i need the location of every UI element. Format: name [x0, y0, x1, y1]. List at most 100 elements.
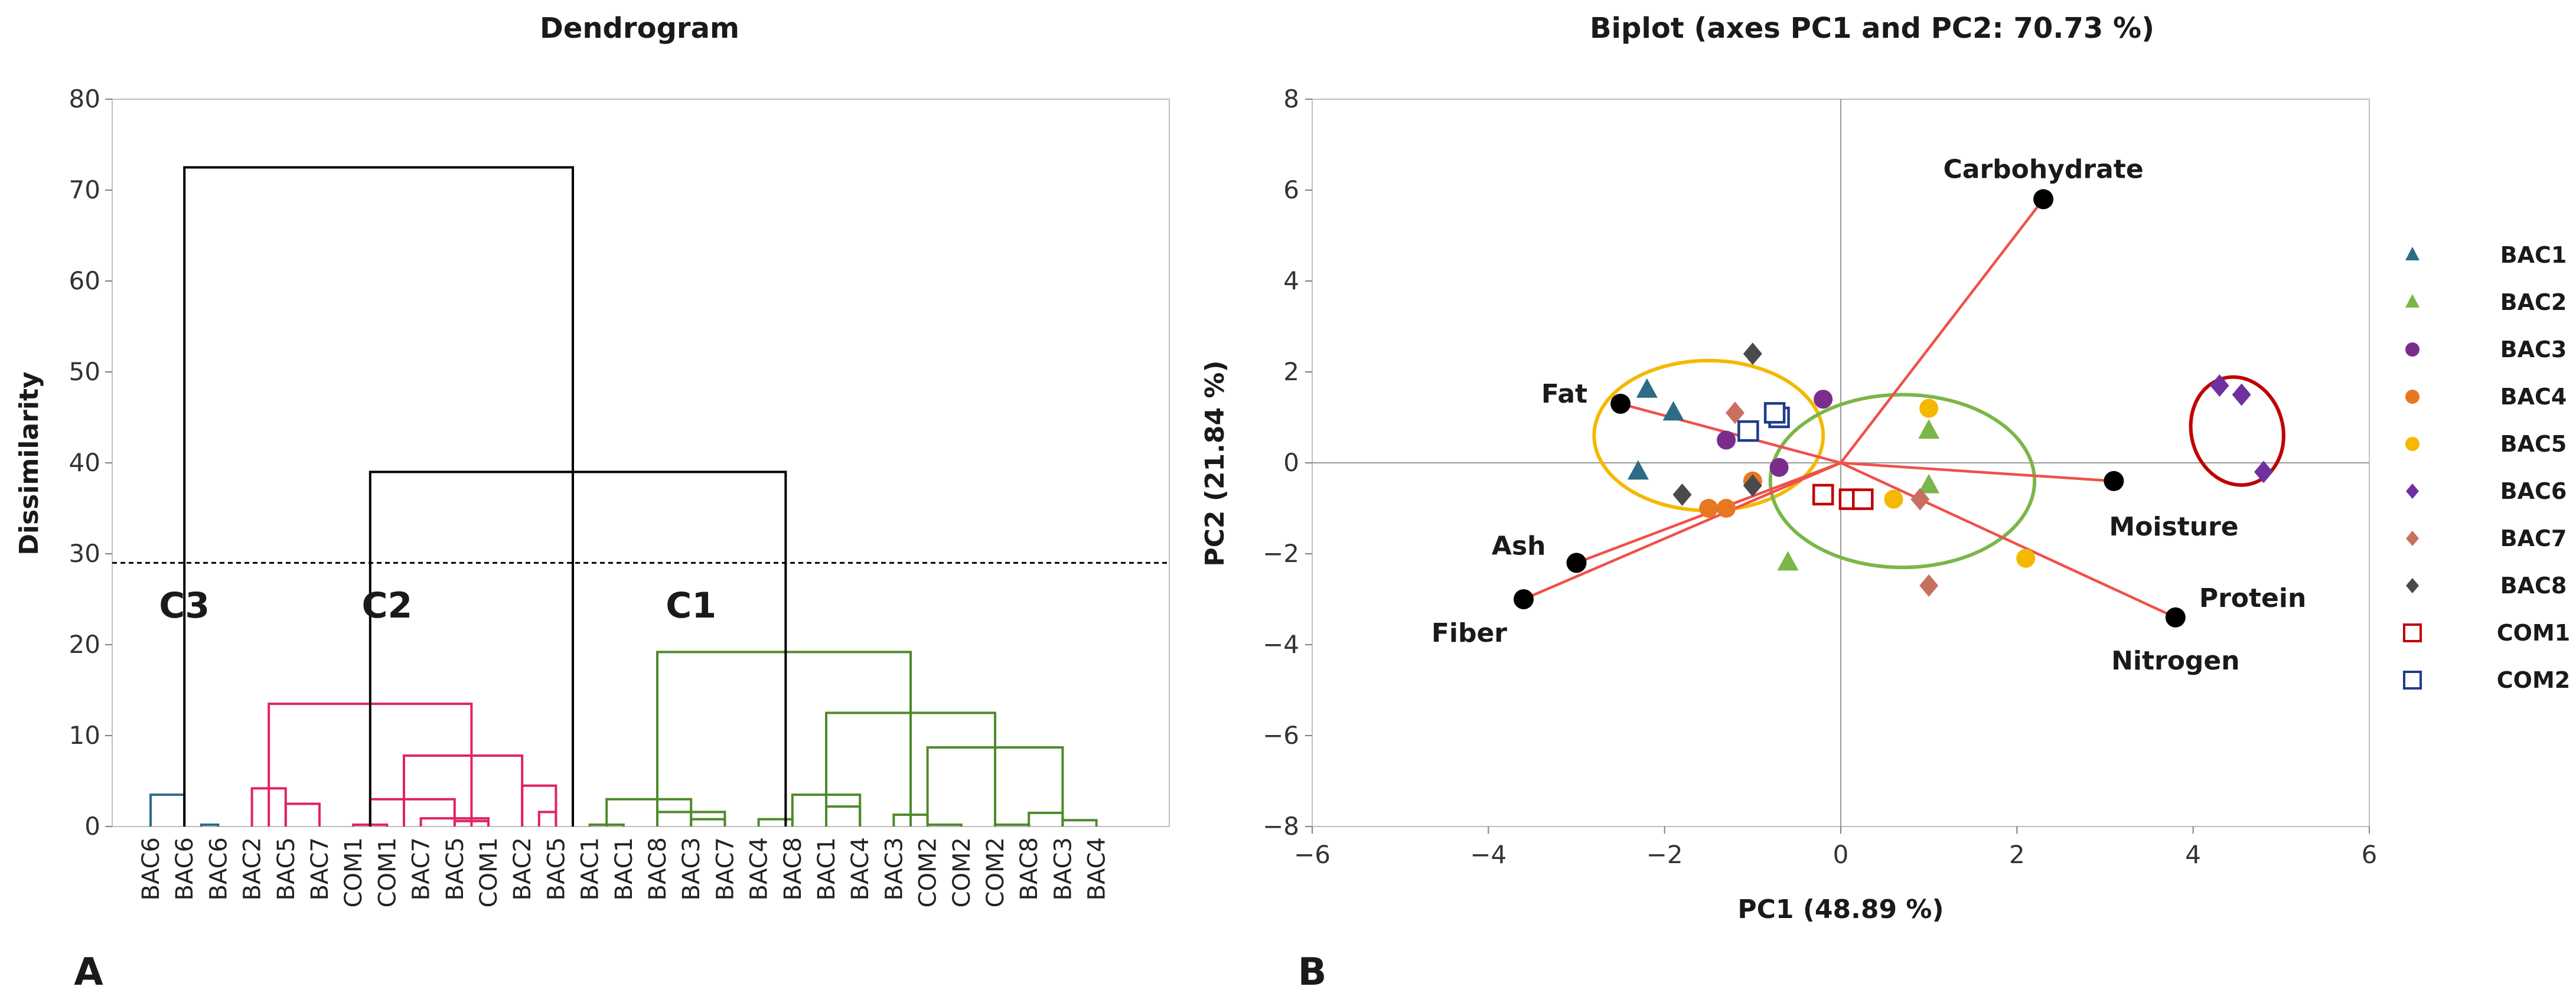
- x-tick-label: −6: [1294, 840, 1331, 869]
- dendrogram-link: [369, 471, 787, 827]
- leaf-label: COM2: [982, 837, 1009, 907]
- biplot-legend: BAC1 BAC2 BAC3 BAC4 BAC5 BAC6 BAC7 BAC8 COM1 COM2: [2403, 242, 2570, 693]
- y-tick-label: 20: [69, 630, 100, 659]
- biplot-points: [1627, 342, 2273, 597]
- x-tick-label: −4: [1470, 840, 1507, 869]
- y-tick-label: −2: [1263, 539, 1299, 568]
- legend-marker: [2405, 342, 2420, 357]
- y-tick-label: −6: [1263, 721, 1299, 750]
- leaf-label: COM2: [948, 837, 976, 907]
- variable-label: Moisture: [2109, 512, 2238, 542]
- dendrogram-y-ticks: 0 10 20 30 40 50 60 70 80: [69, 84, 112, 841]
- leaf-label: BAC5: [442, 837, 469, 900]
- legend-marker: [2405, 247, 2420, 260]
- leaf-label: COM1: [475, 837, 503, 907]
- biplot-y-axis-label: PC2 (21.84 %): [1200, 360, 1230, 566]
- data-point-com1: [1852, 488, 1874, 510]
- variable-label: Ash: [1492, 531, 1546, 561]
- cluster-label: C1: [666, 585, 716, 626]
- legend-marker: [2405, 390, 2420, 404]
- data-point-bac5: [1919, 399, 1939, 418]
- data-point-bac8: [1743, 342, 1762, 365]
- dendrogram-link: [537, 811, 557, 827]
- dendrogram-link: [200, 823, 220, 827]
- x-tick-label: 0: [1833, 840, 1849, 869]
- data-point-bac1: [1636, 378, 1658, 398]
- data-point-bac4: [1699, 499, 1719, 518]
- dendrogram-link: [403, 754, 524, 827]
- y-tick-label: 80: [69, 84, 100, 113]
- variable-label: Nitrogen: [2111, 646, 2240, 676]
- biplot-title: Biplot (axes PC1 and PC2: 70.73 %): [1590, 12, 2154, 45]
- dendrogram-link: [183, 166, 574, 827]
- leaf-label: BAC1: [611, 837, 638, 900]
- dendrogram-link: [757, 818, 794, 827]
- data-point-com1: [1812, 484, 1834, 506]
- leaf-label: BAC7: [408, 837, 435, 900]
- y-tick-label: 6: [1283, 175, 1299, 204]
- dendrogram-link: [521, 784, 557, 827]
- y-tick-label: 4: [1283, 266, 1299, 295]
- y-tick-label: 2: [1283, 357, 1299, 386]
- leaf-label: BAC4: [1084, 837, 1111, 900]
- legend-label: BAC1: [2500, 242, 2567, 268]
- data-point-bac7: [1919, 574, 1939, 597]
- biplot-panel: Biplot (axes PC1 and PC2: 70.73 %) PC1 (…: [1200, 12, 2570, 994]
- legend-label: BAC3: [2500, 337, 2567, 362]
- dendrogram-link: [369, 798, 456, 827]
- leaf-label: BAC5: [543, 837, 570, 900]
- y-tick-label: 70: [69, 175, 100, 204]
- variable-label: Fat: [1541, 379, 1587, 409]
- leaf-label: BAC3: [1049, 837, 1077, 900]
- dendrogram-plot-frame: [112, 99, 1170, 827]
- data-point-bac2: [1777, 551, 1799, 571]
- panel-label-b: B: [1298, 951, 1327, 994]
- biplot-x-axis-label: PC1 (48.89 %): [1737, 894, 1944, 925]
- data-point-bac1: [1662, 401, 1684, 421]
- biplot-variable-labels: Carbohydrate Fat Moisture Ash Fiber Protein Ni…: [1432, 154, 2306, 675]
- dendrogram-link: [1028, 811, 1064, 827]
- leaf-label: BAC6: [171, 837, 198, 900]
- leaf-label: BAC8: [780, 837, 807, 900]
- legend-label: BAC4: [2500, 384, 2567, 410]
- cluster-label: C2: [362, 585, 413, 626]
- variable-endpoint: [2033, 189, 2054, 210]
- data-point-bac3: [1717, 430, 1736, 450]
- variable-endpoint: [1610, 393, 1631, 414]
- dendrogram-link: [656, 651, 912, 827]
- variable-label: Protein: [2199, 583, 2306, 613]
- data-point-com2: [1763, 402, 1786, 424]
- data-point-bac6: [2254, 460, 2273, 484]
- leaf-label: BAC1: [577, 837, 604, 900]
- leaf-label: COM2: [915, 837, 942, 907]
- group-ellipse: [1768, 393, 2037, 570]
- leaf-label: COM1: [374, 837, 401, 907]
- data-point-bac4: [1717, 499, 1736, 518]
- leaf-label: BAC5: [273, 837, 300, 900]
- leaf-label: BAC6: [138, 837, 165, 900]
- dendrogram-link: [825, 805, 862, 827]
- variable-label: Carbohydrate: [1943, 154, 2143, 184]
- cluster-labels: C3 C2 C1: [159, 585, 716, 626]
- y-tick-label: −4: [1263, 630, 1299, 659]
- leaf-label: BAC7: [712, 837, 739, 900]
- data-point-bac5: [1884, 489, 1903, 509]
- data-point-bac5: [2016, 548, 2036, 568]
- legend-marker: [2403, 671, 2422, 690]
- data-point-bac6: [2232, 383, 2251, 406]
- loading-vector: [1840, 461, 2176, 619]
- dendrogram-links: [149, 166, 1098, 827]
- leaf-label: BAC3: [881, 837, 908, 900]
- loading-vector: [1840, 198, 2045, 464]
- x-tick-label: 2: [2009, 840, 2025, 869]
- y-tick-label: 60: [69, 266, 100, 295]
- dendrogram-link: [1061, 819, 1098, 827]
- legend-marker: [2403, 623, 2422, 642]
- y-tick-label: 10: [69, 721, 100, 750]
- leaf-label: BAC7: [306, 837, 334, 900]
- legend-marker: [2406, 578, 2419, 593]
- legend-label: BAC6: [2500, 478, 2567, 504]
- variable-label: Fiber: [1432, 618, 1507, 648]
